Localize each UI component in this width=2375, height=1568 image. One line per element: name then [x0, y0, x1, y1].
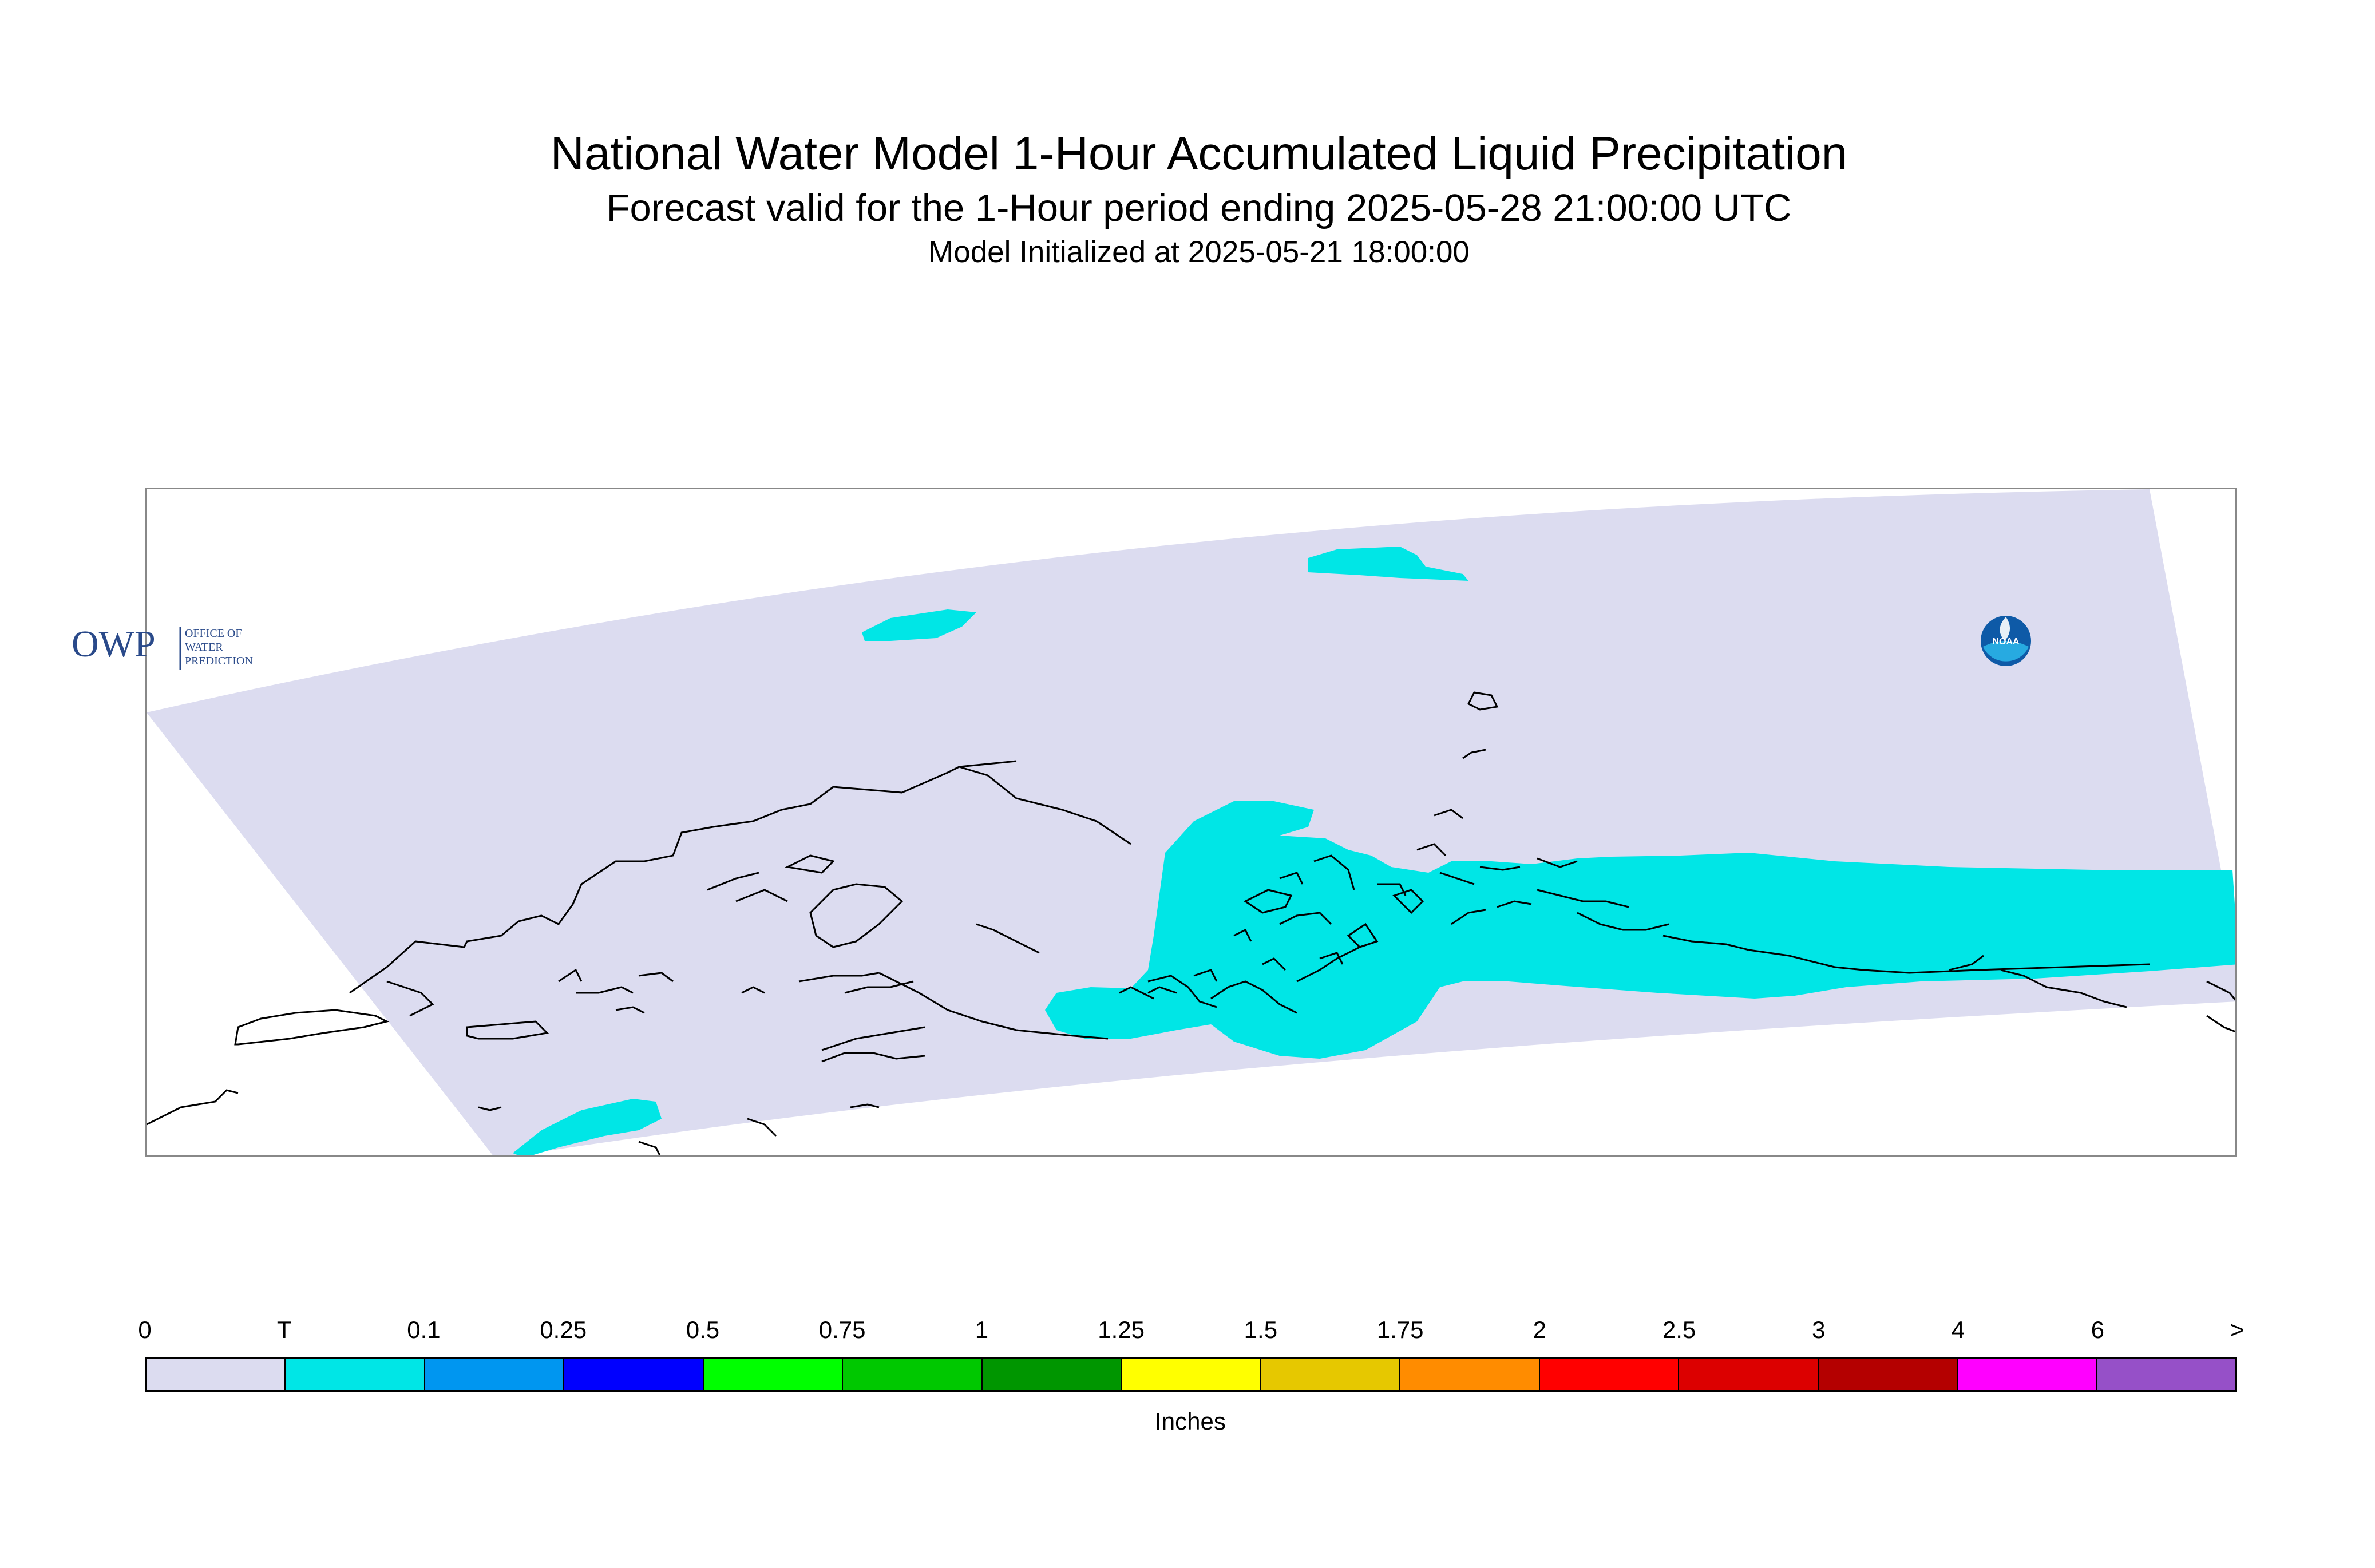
svg-text:OFFICE OF: OFFICE OF	[185, 627, 242, 640]
noaa-logo: NOAA	[1981, 616, 2031, 666]
init-time: Model Initialized at 2025-05-21 18:00:00	[928, 235, 1470, 269]
legend-tick: 0.1	[407, 1316, 441, 1343]
svg-text:WATER: WATER	[185, 641, 223, 654]
legend-tick: 0.75	[818, 1316, 866, 1343]
map-canvas	[147, 489, 2235, 1155]
legend-bin	[425, 1359, 565, 1390]
model-domain	[147, 489, 2235, 1155]
legend-tick: 4	[1951, 1316, 1965, 1343]
legend-tick: 2.5	[1662, 1316, 1696, 1343]
precipitation-map	[145, 488, 2237, 1157]
legend-bin	[1400, 1359, 1540, 1390]
legend-bin	[1122, 1359, 1261, 1390]
svg-text:NOAA: NOAA	[1992, 637, 2020, 647]
legend-tick: 0.5	[686, 1316, 720, 1343]
legend-tick: 3	[1812, 1316, 1826, 1343]
color-legend	[145, 1357, 2237, 1392]
legend-bin	[1958, 1359, 2097, 1390]
legend-tick: 1	[975, 1316, 989, 1343]
legend-tick: 6	[2091, 1316, 2104, 1343]
legend-bin	[286, 1359, 425, 1390]
legend-bin	[564, 1359, 704, 1390]
legend-bin	[147, 1359, 286, 1390]
legend-units: Inches	[1155, 1408, 1226, 1435]
legend-bin	[2097, 1359, 2236, 1390]
legend-tick: 1.75	[1376, 1316, 1424, 1343]
svg-text:PREDICTION: PREDICTION	[185, 655, 253, 667]
legend-bin	[843, 1359, 983, 1390]
coastlines	[147, 691, 2235, 1155]
legend-bin	[1818, 1359, 1958, 1390]
legend-bin	[1679, 1359, 1819, 1390]
legend-tick: 1.25	[1098, 1316, 1145, 1343]
legend-tick: >	[2230, 1316, 2245, 1343]
svg-text:OWP: OWP	[72, 623, 156, 665]
legend-bin	[1261, 1359, 1401, 1390]
map-subtitle: Forecast valid for the 1-Hour period end…	[606, 187, 1792, 229]
legend-bin	[1539, 1359, 1680, 1390]
legend-tick: T	[276, 1316, 292, 1343]
legend-bin	[982, 1359, 1122, 1390]
legend-tick: 0.25	[540, 1316, 587, 1343]
map-title: National Water Model 1-Hour Accumulated …	[550, 128, 1848, 180]
legend-tick: 2	[1533, 1316, 1547, 1343]
owp-logo: OWP OFFICE OF WATER PREDICTION	[72, 623, 253, 670]
legend-tick: 0	[138, 1316, 152, 1343]
legend-tick: 1.5	[1244, 1316, 1278, 1343]
legend-bin	[703, 1359, 844, 1390]
